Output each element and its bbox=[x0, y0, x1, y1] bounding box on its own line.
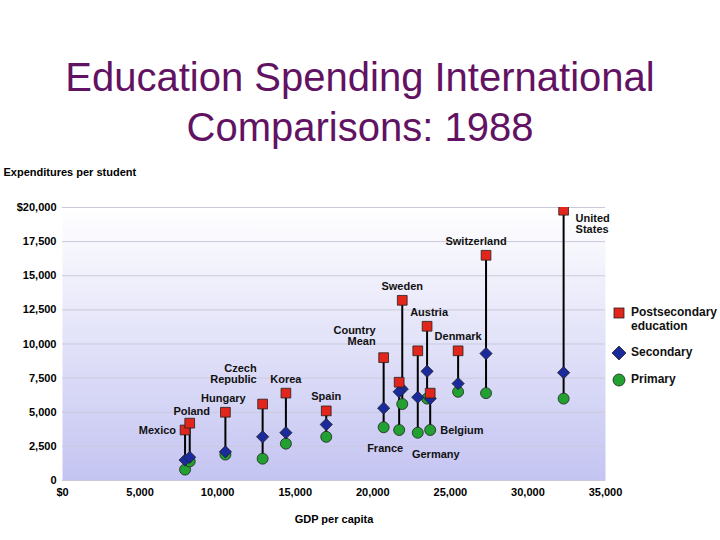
html-text:Primary: Primary bbox=[631, 372, 676, 386]
svg-text:17,500: 17,500 bbox=[23, 235, 57, 247]
svg-text:$20,000: $20,000 bbox=[17, 201, 57, 213]
svg-text:5,000: 5,000 bbox=[126, 486, 154, 498]
svg-text:12,500: 12,500 bbox=[23, 303, 57, 315]
svg-text:Denmark: Denmark bbox=[435, 330, 483, 342]
svg-text:Poland: Poland bbox=[173, 405, 210, 417]
svg-text:2,500: 2,500 bbox=[29, 440, 57, 452]
svg-text:Hungary: Hungary bbox=[201, 392, 247, 404]
svg-text:$0: $0 bbox=[56, 486, 68, 498]
svg-text:Korea: Korea bbox=[270, 373, 302, 385]
svg-text:20,000: 20,000 bbox=[356, 486, 390, 498]
svg-text:Austria: Austria bbox=[410, 306, 449, 318]
svg-text:25,000: 25,000 bbox=[434, 486, 468, 498]
svg-text:15,000: 15,000 bbox=[23, 269, 57, 281]
svg-text:CountryMean: CountryMean bbox=[333, 324, 376, 347]
svg-text:5,000: 5,000 bbox=[29, 406, 57, 418]
svg-text:Belgium: Belgium bbox=[440, 424, 484, 436]
svg-text:10,000: 10,000 bbox=[201, 486, 235, 498]
svg-text:Spain: Spain bbox=[311, 390, 341, 402]
html-text:Postsecondary education: Postsecondary education bbox=[631, 305, 717, 333]
svg-text:Germany: Germany bbox=[412, 448, 461, 460]
html-text:Education Spending Internation: Education Spending International Compari… bbox=[65, 55, 655, 149]
svg-text:15,000: 15,000 bbox=[278, 486, 312, 498]
svg-text:10,000: 10,000 bbox=[23, 338, 57, 350]
svg-text:GDP per capita: GDP per capita bbox=[295, 513, 375, 525]
svg-text:CzechRepublic: CzechRepublic bbox=[210, 362, 257, 385]
html-text:Secondary: Secondary bbox=[631, 345, 693, 359]
svg-text:France: France bbox=[367, 442, 403, 454]
svg-text:0: 0 bbox=[50, 474, 56, 486]
svg-text:Mexico: Mexico bbox=[139, 424, 177, 436]
svg-text:30,000: 30,000 bbox=[511, 486, 545, 498]
svg-text:Sweden: Sweden bbox=[381, 280, 423, 292]
svg-text:UnitedStates: UnitedStates bbox=[576, 212, 610, 235]
svg-text:7,500: 7,500 bbox=[29, 372, 57, 384]
svg-text:Expenditures per student: Expenditures per student bbox=[4, 166, 137, 178]
svg-text:Switzerland: Switzerland bbox=[445, 235, 506, 247]
svg-text:35,000: 35,000 bbox=[589, 486, 623, 498]
